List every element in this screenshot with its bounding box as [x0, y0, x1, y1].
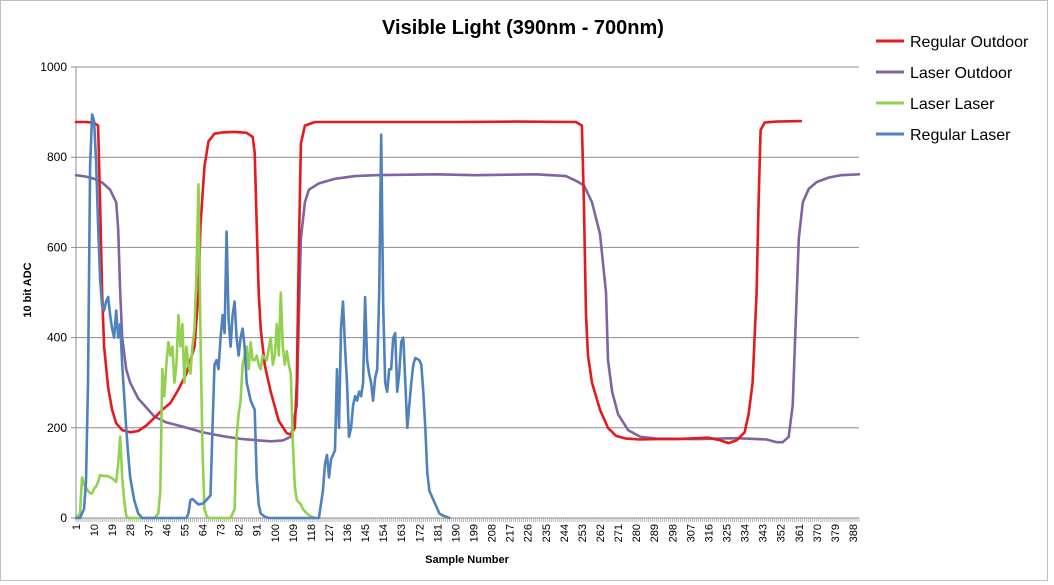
- x-tick-label: 109: [288, 524, 300, 542]
- x-tick-label: 1: [71, 524, 83, 530]
- x-tick-label: 163: [396, 524, 408, 542]
- legend: Regular Outdoor Laser Outdoor Laser Laser R…: [876, 34, 1029, 144]
- legend-label: Regular Outdoor: [910, 34, 1029, 51]
- x-axis-ticks: 1 10 19 28 37 46 55 64 73 82 91 100 109 118 127 136 145 1…: [71, 518, 860, 542]
- chart-title: Visible Light (390nm - 700nm): [382, 17, 664, 39]
- x-tick-label: 199: [469, 524, 481, 542]
- x-tick-label: 244: [559, 524, 571, 542]
- x-tick-label: 226: [523, 524, 535, 542]
- x-tick-label: 298: [667, 524, 679, 542]
- x-tick-label: 370: [812, 524, 824, 542]
- series-line-laser-outdoor: [74, 173, 861, 444]
- x-tick-label: 307: [685, 524, 697, 542]
- legend-label: Laser Outdoor: [910, 65, 1013, 82]
- x-tick-label: 325: [721, 524, 733, 542]
- legend-label: Regular Laser: [910, 127, 1011, 144]
- x-tick-label: 235: [541, 524, 553, 542]
- x-tick-label: 136: [342, 524, 354, 542]
- x-tick-label: 271: [613, 524, 625, 542]
- x-tick-label: 343: [758, 524, 770, 542]
- y-tick-label: 600: [47, 240, 67, 254]
- x-tick-label: 361: [794, 524, 806, 542]
- x-tick-label: 262: [595, 524, 607, 542]
- x-tick-label: 19: [107, 524, 119, 536]
- series-line-regular-outdoor: [74, 119, 803, 445]
- x-tick-label: 190: [450, 524, 462, 542]
- x-tick-label: 127: [324, 524, 336, 542]
- x-tick-label: 154: [378, 524, 390, 542]
- x-tick-label: 280: [631, 524, 643, 542]
- y-axis-title: 10 bit ADC: [22, 262, 34, 317]
- x-tick-label: 253: [577, 524, 589, 542]
- x-tick-label: 289: [649, 524, 661, 542]
- x-tick-label: 208: [487, 524, 499, 542]
- x-tick-label: 64: [197, 524, 209, 536]
- x-tick-label: 55: [179, 524, 191, 536]
- x-tick-label: 100: [270, 524, 282, 542]
- x-tick-label: 388: [848, 524, 860, 542]
- series-lines: [74, 113, 861, 520]
- x-tick-label: 46: [161, 524, 173, 536]
- legend-label: Laser Laser: [910, 96, 995, 113]
- x-tick-label: 379: [830, 524, 842, 542]
- series-line-regular-laser: [74, 113, 451, 520]
- y-tick-label: 0: [60, 511, 67, 525]
- y-tick-label: 200: [47, 421, 67, 435]
- x-tick-label: 73: [216, 524, 228, 536]
- x-tick-label: 91: [252, 524, 264, 536]
- x-tick-label: 352: [776, 524, 788, 542]
- x-tick-label: 316: [703, 524, 715, 542]
- axes: [75, 67, 859, 519]
- x-tick-label: 37: [143, 524, 155, 536]
- x-tick-label: 334: [740, 524, 752, 542]
- y-tick-label: 1000: [40, 60, 67, 74]
- y-tick-label: 800: [47, 150, 67, 164]
- x-tick-label: 217: [505, 524, 517, 542]
- x-axis-title: Sample Number: [425, 554, 509, 566]
- x-tick-label: 145: [360, 524, 372, 542]
- x-tick-label: 28: [125, 524, 137, 536]
- y-tick-label: 400: [47, 331, 67, 345]
- x-tick-label: 82: [234, 524, 246, 536]
- x-tick-label: 181: [432, 524, 444, 542]
- x-tick-label: 118: [306, 524, 318, 542]
- x-tick-label: 172: [414, 524, 426, 542]
- y-axis-ticks: 0 200 400 600 800 1000: [40, 60, 76, 525]
- series-line-laser-laser: [74, 183, 317, 520]
- gridlines: [76, 66, 859, 429]
- x-tick-label: 10: [89, 524, 101, 536]
